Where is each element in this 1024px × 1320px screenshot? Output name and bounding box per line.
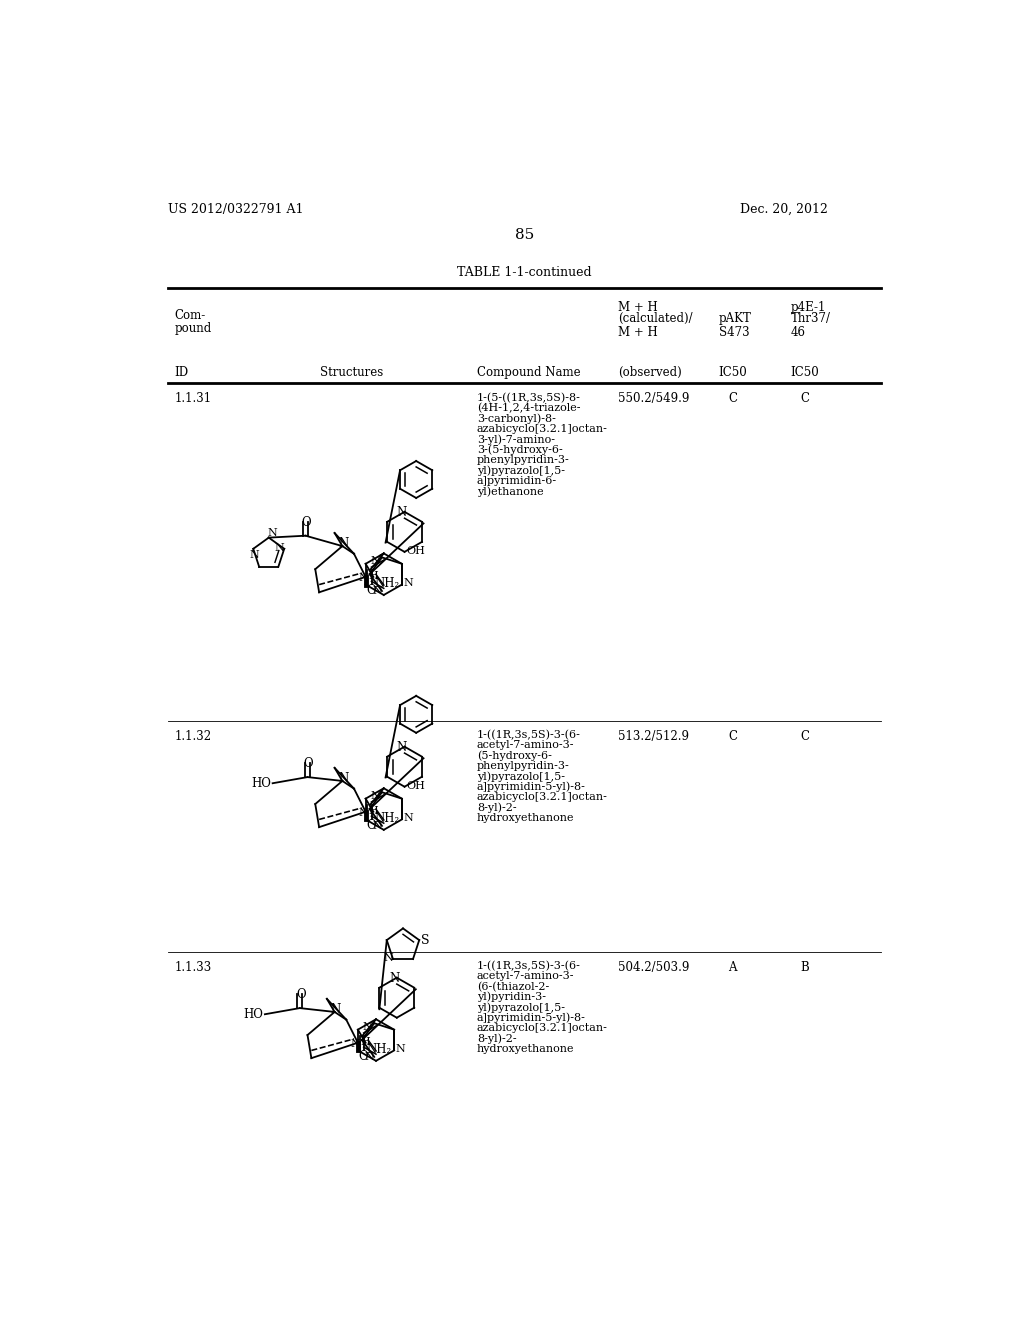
Text: 1.1.32: 1.1.32 [174,730,212,743]
Text: N: N [384,953,393,962]
Text: phenylpyridin-3-: phenylpyridin-3- [477,455,569,465]
Text: N: N [395,1044,406,1055]
Text: IC50: IC50 [791,367,819,379]
Text: N: N [274,543,285,553]
Text: US 2012/0322791 A1: US 2012/0322791 A1 [168,203,304,216]
Text: N: N [371,556,381,566]
Text: HO: HO [251,777,270,791]
Text: yl)pyrazolo[1,5-: yl)pyrazolo[1,5- [477,771,565,781]
Text: yl)pyridin-3-: yl)pyridin-3- [477,991,546,1002]
Text: 1-((1R,3s,5S)-3-(6-: 1-((1R,3s,5S)-3-(6- [477,730,581,741]
Text: Com-: Com- [174,309,206,322]
Text: O: O [366,585,376,597]
Text: acetyl-7-amino-3-: acetyl-7-amino-3- [477,741,574,750]
Text: OH: OH [407,780,426,791]
Text: 550.2/549.9: 550.2/549.9 [617,392,689,405]
Text: (6-(thiazol-2-: (6-(thiazol-2- [477,982,549,991]
Text: hydroxyethanone: hydroxyethanone [477,813,574,822]
Text: acetyl-7-amino-3-: acetyl-7-amino-3- [477,972,574,981]
Text: N: N [403,813,413,824]
Text: pound: pound [174,322,212,335]
Text: yl)pyrazolo[1,5-: yl)pyrazolo[1,5- [477,465,565,475]
Text: S: S [421,935,429,946]
Text: H: H [360,1036,370,1047]
Text: phenylpyridin-3-: phenylpyridin-3- [477,760,569,771]
Text: N: N [371,791,381,801]
Text: S473: S473 [719,326,750,339]
Text: NH₂: NH₂ [374,812,399,825]
Text: NH₂: NH₂ [374,577,399,590]
Text: 1.1.31: 1.1.31 [174,392,212,405]
Text: HO: HO [243,1008,263,1022]
Text: a]pyrimidin-5-yl)-8-: a]pyrimidin-5-yl)-8- [477,1012,586,1023]
Text: A: A [728,961,736,974]
Text: O: O [302,516,311,529]
Text: (calculated)/: (calculated)/ [617,313,692,326]
Text: azabicyclo[3.2.1]octan-: azabicyclo[3.2.1]octan- [477,792,607,803]
Text: OH: OH [407,545,426,556]
Text: (5-hydroxy-6-: (5-hydroxy-6- [477,751,552,762]
Text: C: C [800,730,809,743]
Text: H: H [368,570,378,581]
Text: hydroxyethanone: hydroxyethanone [477,1044,574,1053]
Text: 513.2/512.9: 513.2/512.9 [617,730,689,743]
Text: yl)pyrazolo[1,5-: yl)pyrazolo[1,5- [477,1002,565,1012]
Text: 8-yl)-2-: 8-yl)-2- [477,803,516,813]
Text: azabicyclo[3.2.1]octan-: azabicyclo[3.2.1]octan- [477,424,607,434]
Text: pAKT: pAKT [719,313,752,326]
Text: a]pyrimidin-6-: a]pyrimidin-6- [477,475,557,486]
Text: N: N [373,821,382,830]
Text: O: O [366,818,376,832]
Text: 8-yl)-2-: 8-yl)-2- [477,1034,516,1044]
Text: N: N [331,1003,341,1015]
Text: 1.1.33: 1.1.33 [174,961,212,974]
Text: Thr37/: Thr37/ [791,313,830,326]
Text: N: N [396,741,408,754]
Text: C: C [800,392,809,405]
Text: O: O [304,758,313,770]
Text: (observed): (observed) [617,367,682,379]
Text: C: C [728,392,737,405]
Text: N: N [396,506,408,519]
Text: N: N [365,1052,375,1061]
Text: 3-carbonyl)-8-: 3-carbonyl)-8- [477,413,556,424]
Text: N: N [267,528,276,539]
Text: N: N [339,772,349,784]
Text: N: N [250,550,259,560]
Text: 1-(5-((1R,3s,5S)-8-: 1-(5-((1R,3s,5S)-8- [477,392,581,403]
Text: a]pyrimidin-5-yl)-8-: a]pyrimidin-5-yl)-8- [477,781,586,792]
Text: H: H [368,805,378,816]
Text: 3-(5-hydroxy-6-: 3-(5-hydroxy-6- [477,445,562,455]
Text: IC50: IC50 [719,367,748,379]
Text: C: C [728,730,737,743]
Text: M + H: M + H [617,326,657,339]
Text: yl)ethanone: yl)ethanone [477,486,544,496]
Text: B: B [800,961,809,974]
Text: N: N [339,537,349,550]
Text: 85: 85 [515,227,535,242]
Text: 46: 46 [791,326,806,339]
Text: Structures: Structures [321,367,383,379]
Text: Compound Name: Compound Name [477,367,581,379]
Text: azabicyclo[3.2.1]octan-: azabicyclo[3.2.1]octan- [477,1023,607,1034]
Text: (4H-1,2,4-triazole-: (4H-1,2,4-triazole- [477,403,581,413]
Text: N: N [389,972,399,985]
Text: Dec. 20, 2012: Dec. 20, 2012 [740,203,828,216]
Text: p4E-1: p4E-1 [791,301,826,314]
Text: M + H: M + H [617,301,657,314]
Text: O: O [358,1051,368,1063]
Text: NH₂: NH₂ [367,1043,391,1056]
Text: N: N [358,573,368,582]
Text: N: N [350,1039,360,1048]
Text: TABLE 1-1-continued: TABLE 1-1-continued [458,267,592,280]
Text: N: N [358,808,368,817]
Text: N: N [403,578,413,589]
Text: 1-((1R,3s,5S)-3-(6-: 1-((1R,3s,5S)-3-(6- [477,961,581,972]
Text: N: N [362,1022,373,1032]
Text: ID: ID [174,367,188,379]
Text: N: N [373,586,382,595]
Text: 504.2/503.9: 504.2/503.9 [617,961,689,974]
Text: O: O [296,989,305,1001]
Text: 3-yl)-7-amino-: 3-yl)-7-amino- [477,434,555,445]
